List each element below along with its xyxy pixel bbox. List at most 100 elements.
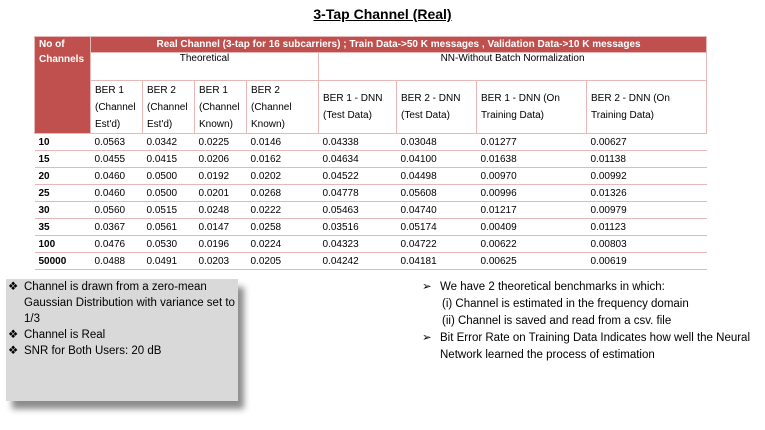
- table-cell: 0.01138: [586, 150, 707, 168]
- table-cell: 0.01217: [476, 201, 587, 219]
- table-cell: 0.0342: [142, 133, 195, 151]
- table-cell: 0.0530: [142, 235, 195, 253]
- table-cell: 0.0560: [90, 201, 143, 219]
- table-cell: 0.0225: [194, 133, 247, 151]
- table-cell: 0.03048: [396, 133, 477, 151]
- assumption-item: ❖ Channel is drawn from a zero-mean Gauss…: [8, 281, 235, 325]
- corner-header: No of Channels: [34, 36, 91, 134]
- column-header: BER 1 (Channel Est'd): [90, 80, 143, 134]
- table-row: 50000 0.0488 0.0491 0.0203 0.0205 0.04242 0.04…: [34, 252, 707, 270]
- assumption-item: ❖ Channel is Real: [8, 329, 106, 341]
- table-cell: 0.0258: [246, 218, 319, 236]
- table-banner: Real Channel (3-tap for 16 subcarriers) …: [89, 36, 708, 53]
- table-cell: 0.01277: [476, 133, 587, 151]
- row-label: 10: [34, 133, 91, 151]
- table-cell: 0.0192: [194, 167, 247, 185]
- table-cell: 0.00619: [586, 252, 707, 270]
- table-cell: 0.01638: [476, 150, 587, 168]
- column-header: BER 2 - DNN (Test Data): [396, 80, 477, 134]
- table-cell: 0.0415: [142, 150, 195, 168]
- table-cell: 0.0203: [194, 252, 247, 270]
- table-cell: 0.00992: [586, 167, 707, 185]
- table-cell: 0.0460: [90, 167, 143, 185]
- table-cell: 0.04740: [396, 201, 477, 219]
- table-row: 100 0.0476 0.0530 0.0196 0.0224 0.04323 0.0472…: [34, 235, 707, 253]
- table-cell: 0.0206: [194, 150, 247, 168]
- table-cell: 0.04181: [396, 252, 477, 270]
- table-row: 35 0.0367 0.0561 0.0147 0.0258 0.03516 0.05174…: [34, 218, 707, 236]
- table-cell: 0.0162: [246, 150, 319, 168]
- table-cell: 0.03516: [318, 218, 397, 236]
- table-cell: 0.00627: [586, 133, 707, 151]
- table-row: 25 0.0460 0.0500 0.0201 0.0268 0.04778 0.05608…: [34, 184, 707, 202]
- table-cell: 0.0460: [90, 184, 143, 202]
- table-cell: 0.0515: [142, 201, 195, 219]
- table-cell: 0.04242: [318, 252, 397, 270]
- column-header: BER 2 (Channel Known): [246, 80, 319, 134]
- diamond-bullet-icon: ❖: [8, 281, 19, 293]
- table-row: 30 0.0560 0.0515 0.0248 0.0222 0.05463 0.04740…: [34, 201, 707, 219]
- table-cell: 0.0248: [194, 201, 247, 219]
- table-cell: 0.0491: [142, 252, 195, 270]
- table-cell: 0.00803: [586, 235, 707, 253]
- table-body: 10 0.0563 0.0342 0.0225 0.0146 0.04338 0.03048…: [34, 133, 707, 270]
- table-cell: 0.04338: [318, 133, 397, 151]
- column-header: BER 1 - DNN (On Training Data): [476, 80, 587, 134]
- benchmark-notes: ➢ We have 2 theoretical benchmarks in wh…: [420, 279, 760, 364]
- row-label: 35: [34, 218, 91, 236]
- table-cell: 0.00996: [476, 184, 587, 202]
- row-label: 30: [34, 201, 91, 219]
- group-nn: NN-Without Batch Normalization: [317, 52, 708, 81]
- row-label: 20: [34, 167, 91, 185]
- note-subitem: (i) Channel is estimated in the frequenc…: [442, 298, 689, 310]
- table-cell: 0.00409: [476, 218, 587, 236]
- table-cell: 0.0224: [246, 235, 319, 253]
- diamond-bullet-icon: ❖: [8, 345, 19, 357]
- table-cell: 0.04778: [318, 184, 397, 202]
- table-cell: 0.00622: [476, 235, 587, 253]
- arrow-bullet-icon: ➢: [422, 332, 432, 344]
- table-cell: 0.0500: [142, 184, 195, 202]
- table-cell: 0.0367: [90, 218, 143, 236]
- table-cell: 0.04634: [318, 150, 397, 168]
- table-cell: 0.04323: [318, 235, 397, 253]
- table-cell: 0.0196: [194, 235, 247, 253]
- note-item: ➢ Bit Error Rate on Training Data Indica…: [422, 332, 751, 361]
- table-cell: 0.0202: [246, 167, 319, 185]
- table-cell: 0.0476: [90, 235, 143, 253]
- table-cell: 0.0146: [246, 133, 319, 151]
- row-label: 25: [34, 184, 91, 202]
- diamond-bullet-icon: ❖: [8, 329, 19, 341]
- table-cell: 0.04100: [396, 150, 477, 168]
- table-cell: 0.05463: [318, 201, 397, 219]
- results-table: No of Channels Real Channel (3-tap for 1…: [34, 36, 708, 270]
- column-header: BER 2 (Channel Est'd): [142, 80, 195, 134]
- table-cell: 0.0268: [246, 184, 319, 202]
- table-cell: 0.05174: [396, 218, 477, 236]
- table-cell: 0.0201: [194, 184, 247, 202]
- table-cell: 0.04498: [396, 167, 477, 185]
- table-cell: 0.01326: [586, 184, 707, 202]
- table-row: 20 0.0460 0.0500 0.0192 0.0202 0.04522 0.04498…: [34, 167, 707, 185]
- group-theoretical: Theoretical: [90, 52, 319, 81]
- slide-title: 3-Tap Channel (Real): [313, 6, 452, 22]
- table-cell: 0.0455: [90, 150, 143, 168]
- table-cell: 0.0563: [90, 133, 143, 151]
- table-cell: 0.0561: [142, 218, 195, 236]
- table-cell: 0.0488: [90, 252, 143, 270]
- column-header: BER 1 - DNN (Test Data): [318, 80, 397, 134]
- table-row: 10 0.0563 0.0342 0.0225 0.0146 0.04338 0.03048…: [34, 133, 707, 151]
- arrow-bullet-icon: ➢: [422, 281, 432, 293]
- table-cell: 0.00970: [476, 167, 587, 185]
- table-cell: 0.0500: [142, 167, 195, 185]
- note-item: ➢ We have 2 theoretical benchmarks in wh…: [420, 279, 760, 296]
- row-label: 50000: [34, 252, 91, 270]
- table-cell: 0.0205: [246, 252, 319, 270]
- column-header: BER 2 - DNN (On Training Data): [585, 80, 708, 134]
- table-cell: 0.04522: [318, 167, 397, 185]
- table-cell: 0.05608: [396, 184, 477, 202]
- assumptions-box: ❖ Channel is drawn from a zero-mean Gauss…: [6, 279, 238, 401]
- table-cell: 0.00625: [476, 252, 587, 270]
- column-header: BER 1 (Channel Known): [194, 80, 247, 134]
- row-label: 100: [34, 235, 91, 253]
